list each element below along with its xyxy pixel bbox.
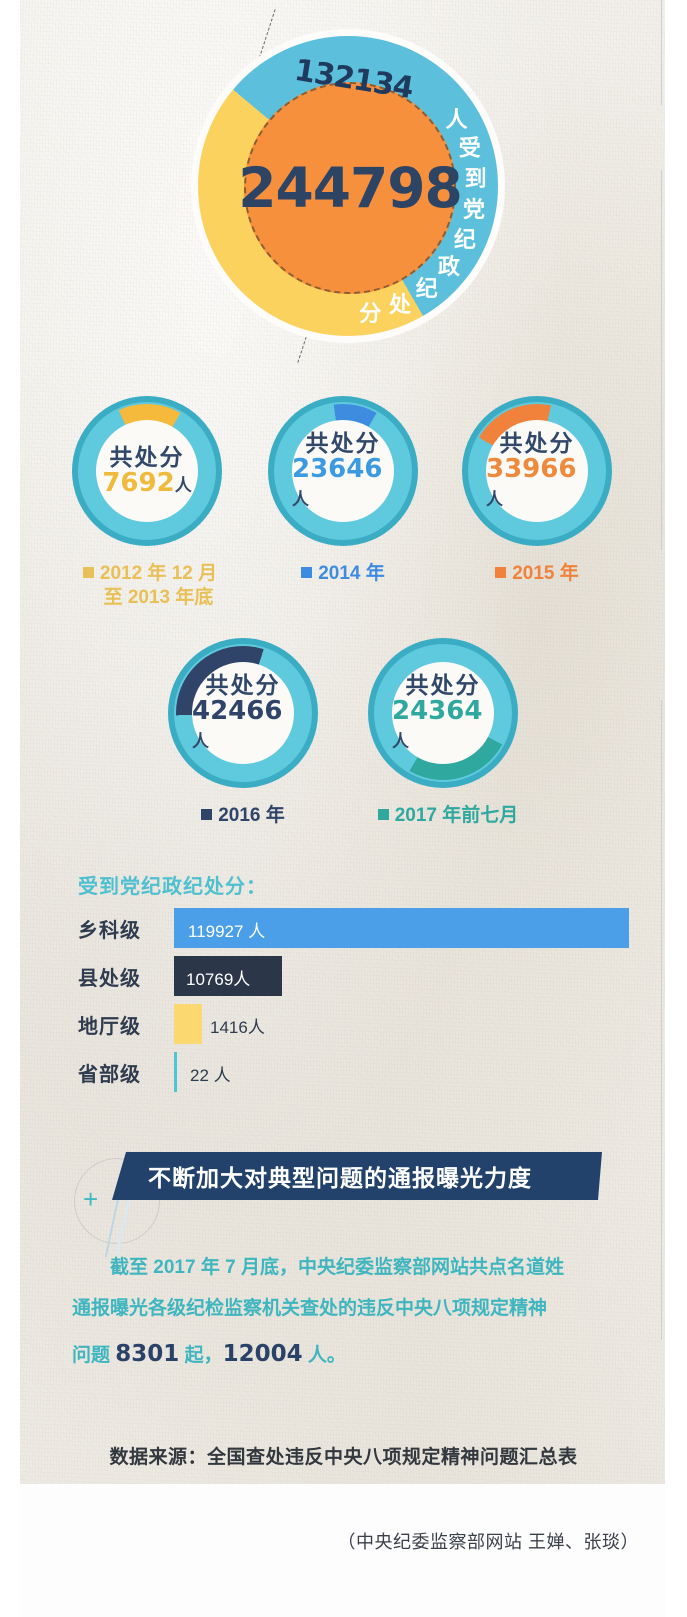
legend-text: 2015 年 (512, 563, 579, 584)
table-row: 省部级 22 人 (78, 1052, 638, 1092)
plus-icon: + (83, 1184, 99, 1214)
badge-label: 共处分 (305, 430, 381, 457)
legend-line-1: 2012 年 12 月 (60, 562, 240, 586)
paragraph-suffix: 人。 (302, 1344, 346, 1366)
bar-chart-title: 受到党纪政纪处分： (78, 876, 267, 898)
legend-text: 2014 年 (318, 563, 385, 584)
highlight-number-cases: 8301 (115, 1340, 180, 1367)
badge-number-unit: 人 (292, 489, 309, 509)
badge-number: 7692人 (102, 468, 192, 498)
paragraph-mid: 起， (179, 1344, 223, 1366)
bar-category-label: 地厅级 (78, 1015, 141, 1038)
badge-2014: 共处分 23646 人 (268, 396, 418, 546)
donut-ring: 244798 132134 人 受 到 党 纪 政 纪 处 分 (198, 36, 498, 336)
bar-category-label: 省部级 (78, 1063, 141, 1086)
badge-number-value: 23646 (292, 454, 383, 485)
badge-content: 共处分 24364 人 (392, 662, 494, 764)
badge-2012-2013: 共处分 7692人 (72, 396, 222, 546)
body-paragraph: 截至 2017 年 7 月底，中央纪委监察部网站共点名道姓 通报曝光各级纪检监察… (72, 1248, 617, 1379)
scan-edge-mark-bottom (661, 700, 662, 1340)
paragraph-line-3: 问题 8301 起，12004 人。 (72, 1330, 617, 1379)
table-row: 乡科级 119927 人 (78, 908, 638, 948)
legend-2015: 2015 年 (462, 562, 612, 586)
legend-swatch-icon (301, 567, 313, 578)
footer-background (20, 1484, 665, 1617)
badge-content: 共处分 33966 人 (486, 420, 588, 522)
badge-label: 共处分 (499, 430, 575, 457)
badge-number: 42466 人 (192, 698, 294, 753)
badge-number-unit: 人 (392, 731, 409, 751)
badge-2017: 共处分 24364 人 (368, 638, 518, 788)
table-row: 地厅级 1416人 (78, 1004, 638, 1044)
legend-text: 2016 年 (218, 805, 285, 826)
badge-number-value: 7692 (102, 468, 175, 498)
bar-value-label: 119927 人 (188, 922, 266, 941)
credit-line: （中央纪委监察部网站 王婵、张琰） (337, 1532, 639, 1552)
legend-swatch-icon (495, 567, 507, 578)
badge-label: 共处分 (405, 672, 481, 699)
scan-edge-mark-mid (661, 170, 662, 550)
bar-fill (174, 908, 629, 948)
legend-line-1: 2017 年前七月 (348, 804, 548, 828)
badge-number: 33966 人 (486, 456, 588, 511)
legend-2012-2013: 2012 年 12 月 至 2013 年底 (60, 562, 240, 610)
legend-line-1: 2014 年 (268, 562, 418, 586)
section-banner: 不断加大对典型问题的通报曝光力度 (112, 1152, 602, 1200)
bar-track: 22 人 (174, 1052, 638, 1092)
badge-2016: 共处分 42466 人 (168, 638, 318, 788)
legend-2014: 2014 年 (268, 562, 418, 586)
legend-swatch-icon (201, 809, 213, 820)
badge-number: 24364 人 (392, 698, 494, 753)
legend-2016: 2016 年 (168, 804, 318, 828)
bar-category-label: 乡科级 (78, 919, 141, 942)
bar-value-label: 1416人 (210, 1018, 265, 1037)
hero-donut-chart: 244798 132134 人 受 到 党 纪 政 纪 处 分 (180, 8, 510, 364)
banner-title: 不断加大对典型问题的通报曝光力度 (148, 1165, 532, 1191)
legend-text: 2012 年 12 月 (99, 563, 218, 584)
legend-2017: 2017 年前七月 (348, 804, 548, 828)
paragraph-prefix: 问题 (72, 1344, 116, 1366)
badge-number-unit: 人 (486, 489, 503, 509)
legend-line-1: 2016 年 (168, 804, 318, 828)
bar-track: 10769人 (174, 956, 638, 996)
bar-fill (174, 956, 282, 996)
data-source-note: 数据来源：全国查处违反中央八项规定精神问题汇总表 (109, 1447, 578, 1468)
badge-number-value: 42466 (192, 696, 283, 727)
bar-track: 1416人 (174, 1004, 638, 1044)
donut-total-value: 244798 (238, 156, 463, 220)
badge-number-value: 24364 (392, 696, 483, 727)
badge-label: 共处分 (205, 672, 281, 699)
bar-fill (174, 1004, 202, 1044)
legend-swatch-icon (377, 809, 389, 820)
legend-text: 2017 年前七月 (394, 805, 519, 826)
banner-decoration: + (70, 1140, 180, 1260)
bar-value-label: 10769人 (186, 970, 251, 989)
badge-content: 共处分 42466 人 (192, 662, 294, 764)
badge-label: 共处分 (109, 443, 185, 470)
highlight-number-people: 12004 (222, 1340, 303, 1367)
bar-track: 119927 人 (174, 908, 638, 948)
bar-value-label: 22 人 (190, 1066, 231, 1085)
badge-number-unit: 人 (192, 731, 209, 751)
badge-number: 23646 人 (292, 456, 394, 511)
paragraph-line-1: 截至 2017 年 7 月底，中央纪委监察部网站共点名道姓 (110, 1257, 564, 1278)
legend-swatch-icon (82, 567, 94, 578)
badge-content: 共处分 23646 人 (292, 420, 394, 522)
donut-center: 244798 (238, 82, 463, 294)
table-row: 县处级 10769人 (78, 956, 638, 996)
badge-2015: 共处分 33966 人 (462, 396, 612, 546)
scan-edge-mark-top (661, 0, 662, 105)
legend-line-2: 至 2013 年底 (103, 586, 214, 608)
paragraph-line-2: 通报曝光各级纪检监察机关查处的违反中央八项规定精神 (72, 1297, 548, 1319)
badge-number-value: 33966 (486, 454, 577, 485)
bar-fill (174, 1052, 177, 1092)
badge-content: 共处分 7692人 (96, 420, 198, 522)
bar-category-label: 县处级 (78, 967, 141, 990)
badge-number-unit: 人 (174, 476, 192, 495)
legend-line-1: 2015 年 (462, 562, 612, 586)
